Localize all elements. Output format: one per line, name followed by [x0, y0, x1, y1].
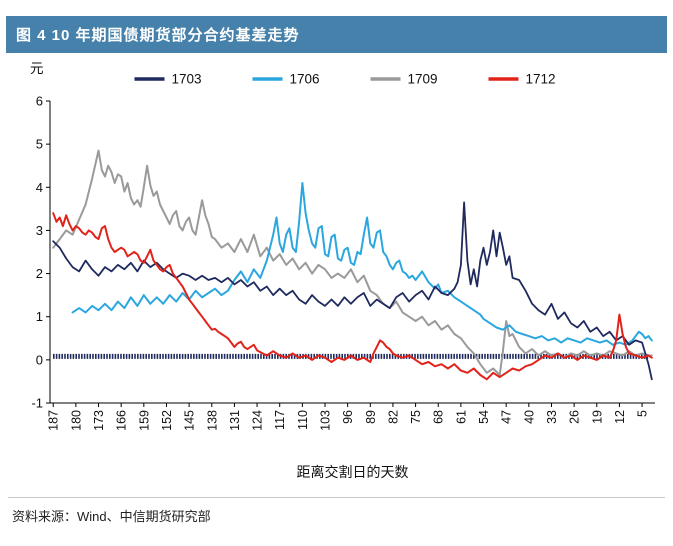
legend-label-1703: 1703 — [172, 72, 202, 87]
x-tick-label: 166 — [115, 410, 129, 431]
x-tick-label: 131 — [228, 410, 242, 431]
x-axis-title: 距离交割日的天数 — [297, 464, 409, 480]
x-tick-label: 117 — [273, 410, 287, 430]
x-tick-label: 33 — [545, 410, 559, 424]
x-tick-label: 152 — [160, 410, 174, 431]
y-axis-title: 元 — [30, 61, 44, 76]
x-tick-label: 5 — [636, 410, 650, 417]
source-note: 资料来源：Wind、中信期货研究部 — [8, 497, 665, 525]
x-tick-label: 96 — [341, 410, 355, 424]
x-tick-label: 103 — [319, 410, 333, 431]
y-tick-label: 5 — [36, 137, 43, 152]
x-tick-label: 54 — [477, 410, 491, 424]
series-line-1712 — [52, 212, 653, 381]
legend-label-1709: 1709 — [408, 72, 438, 87]
figure-title: 图 4 10 年期国债期货部分合约基差走势 — [16, 27, 300, 44]
y-tick-label: 3 — [36, 223, 43, 238]
x-tick-label: 75 — [409, 410, 423, 424]
x-tick-label: 68 — [432, 410, 446, 424]
series-line-1706 — [71, 182, 653, 346]
x-tick-label: 145 — [183, 410, 197, 431]
chart-area: 6 5 4 3 2 1 0 -1 187 180 173 166 159 152 145 138 131 124 1… — [6, 55, 667, 487]
legend-label-1706: 1706 — [290, 72, 320, 87]
y-tick-label: -1 — [31, 396, 43, 411]
x-tick-label: 173 — [92, 410, 106, 431]
y-tick-label: 2 — [36, 266, 43, 281]
x-tick-label: 159 — [137, 410, 151, 431]
x-tick-label: 19 — [590, 410, 604, 424]
y-tick-label: 0 — [36, 352, 43, 367]
x-tick-label: 47 — [500, 410, 514, 424]
x-tick-label: 110 — [296, 410, 310, 430]
x-tick-label: 82 — [386, 410, 400, 424]
x-tick-label: 61 — [454, 410, 468, 424]
y-tick-label: 4 — [36, 180, 43, 195]
y-tick-label: 6 — [36, 94, 43, 109]
legend-label-1712: 1712 — [526, 72, 556, 87]
figure-title-bar: 图 4 10 年期国债期货部分合约基差走势 — [6, 16, 667, 53]
y-tick-label: 1 — [36, 309, 43, 324]
x-tick-label: 26 — [568, 410, 582, 424]
x-tick-label: 12 — [613, 410, 627, 424]
x-tick-label: 180 — [69, 410, 83, 431]
x-tick-label: 187 — [47, 410, 61, 431]
x-tick-label: 89 — [364, 410, 378, 424]
series-line-1709 — [52, 149, 653, 376]
x-tick-label: 40 — [522, 410, 536, 424]
x-tick-label: 138 — [205, 410, 219, 431]
series-line-1703 — [52, 201, 653, 381]
x-tick-label: 124 — [251, 410, 265, 431]
